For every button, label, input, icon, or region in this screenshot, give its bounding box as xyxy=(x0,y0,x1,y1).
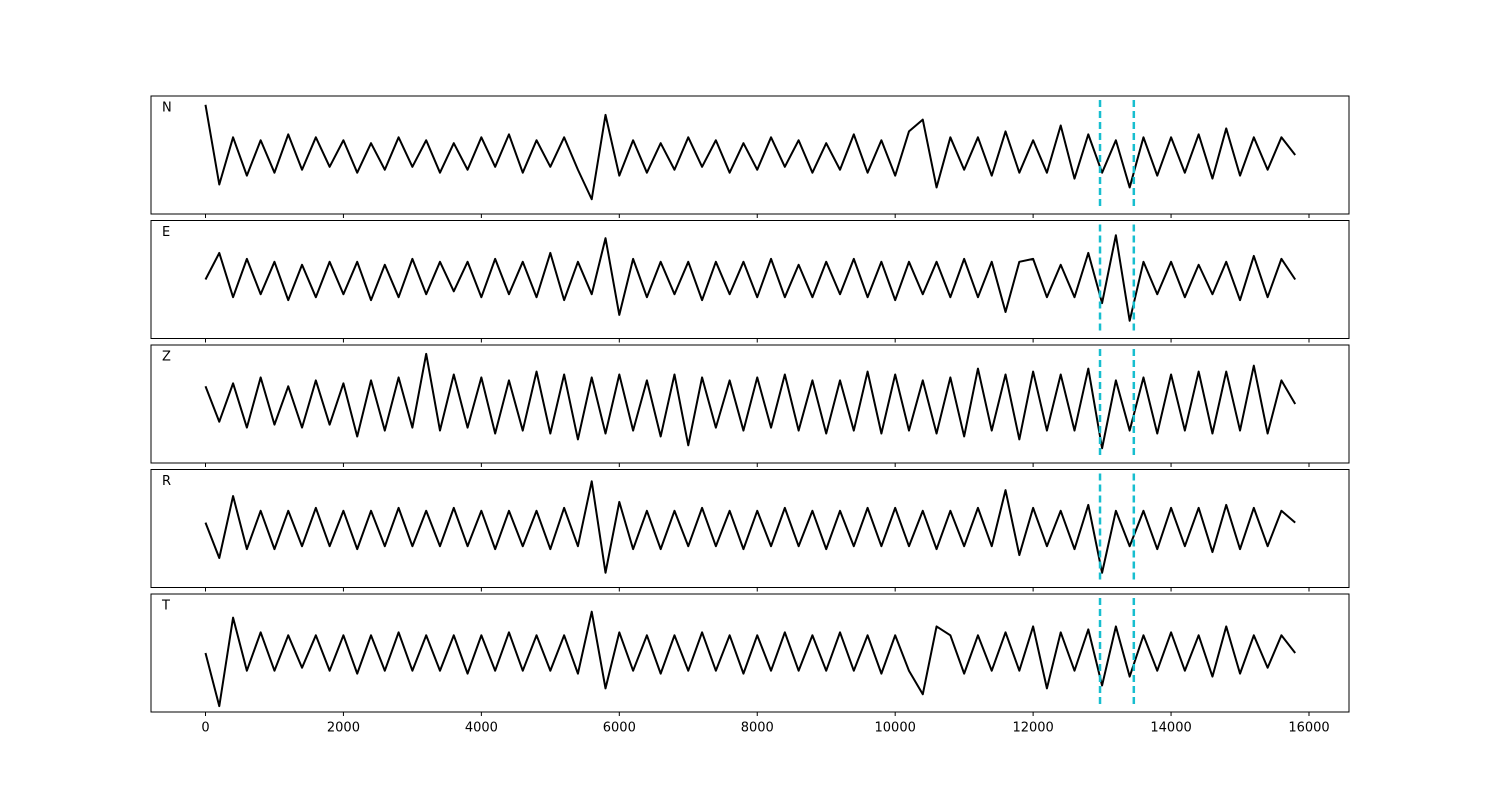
panel-frame xyxy=(150,469,1350,588)
panel-label: N xyxy=(162,101,172,116)
waveform xyxy=(204,610,1296,708)
waveform xyxy=(204,104,1296,201)
panel-label: Z xyxy=(162,350,171,365)
waveform xyxy=(204,234,1297,322)
panel-frame xyxy=(150,95,1350,215)
waveform xyxy=(204,480,1296,574)
x-tick-label: 8000 xyxy=(741,721,774,736)
panel-label: T xyxy=(161,599,170,614)
x-tick-label: 6000 xyxy=(603,721,636,736)
panel-label: R xyxy=(162,474,171,489)
waveform xyxy=(204,352,1297,450)
x-tick-label: 0 xyxy=(201,721,209,736)
x-tick-label: 10000 xyxy=(875,721,916,736)
panel-frame xyxy=(150,220,1350,339)
x-tick-label: 4000 xyxy=(465,721,498,736)
x-tick-label: 16000 xyxy=(1288,721,1329,736)
panel-frame xyxy=(150,593,1350,713)
panel-frame xyxy=(150,344,1350,464)
panel-label: E xyxy=(162,225,170,240)
x-tick-label: 12000 xyxy=(1012,721,1053,736)
x-tick-label: 2000 xyxy=(327,721,360,736)
x-tick-label: 14000 xyxy=(1150,721,1191,736)
